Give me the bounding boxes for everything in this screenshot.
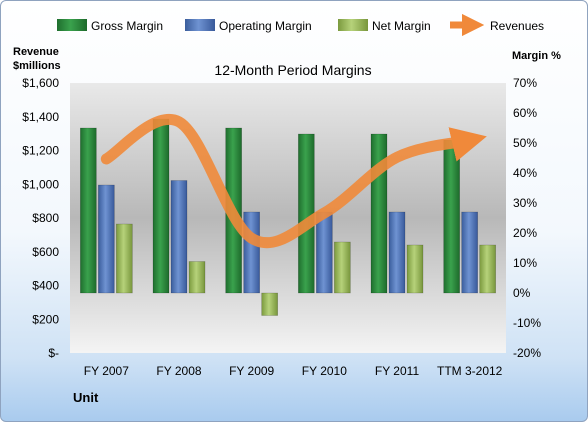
revenue-line-layer bbox=[100, 113, 487, 249]
right-axis-title: Margin % bbox=[512, 50, 561, 62]
left-tick-label-8: $1,600 bbox=[22, 76, 59, 90]
legend-swatch-net bbox=[338, 19, 368, 31]
bar-gross-margin-1 bbox=[152, 118, 170, 294]
category-label-4: FY 2011 bbox=[375, 364, 420, 378]
right-tick-label-5: 30% bbox=[513, 196, 537, 210]
category-label-0: FY 2007 bbox=[84, 364, 129, 378]
legend-item-net: Net Margin bbox=[338, 19, 431, 33]
bar-net-margin-3 bbox=[334, 241, 351, 294]
bar-operating-margin-2 bbox=[243, 211, 260, 294]
left-tick-label-1: $200 bbox=[32, 312, 59, 326]
left-axis-title-line1: Revenue bbox=[13, 46, 59, 58]
category-label-2: FY 2009 bbox=[229, 364, 274, 378]
left-tick-label-7: $1,400 bbox=[22, 110, 59, 124]
right-tick-label-1: -10% bbox=[513, 316, 541, 330]
bar-operating-margin-5 bbox=[461, 211, 478, 294]
bar-net-margin-0 bbox=[116, 223, 133, 294]
bar-operating-margin-3 bbox=[316, 211, 333, 294]
legend-label-operating: Operating Margin bbox=[219, 19, 312, 33]
right-tick-label-0: -20% bbox=[513, 346, 541, 360]
legend-swatch-operating bbox=[185, 19, 215, 31]
right-tick-label-9: 70% bbox=[513, 76, 537, 90]
legend-item-revenues: Revenues bbox=[450, 13, 544, 37]
legend-label-net: Net Margin bbox=[372, 19, 431, 33]
bar-net-margin-4 bbox=[406, 244, 424, 294]
right-tick-label-6: 40% bbox=[513, 166, 537, 180]
legend: Gross Margin Operating Margin Net Margin… bbox=[57, 13, 544, 37]
left-tick-label-6: $1,200 bbox=[22, 144, 59, 158]
bar-operating-margin-4 bbox=[388, 211, 406, 294]
right-tick-label-4: 20% bbox=[513, 226, 537, 240]
bar-net-margin-1 bbox=[188, 261, 206, 294]
bar-net-margin-5 bbox=[479, 244, 496, 294]
chart-title: 12-Month Period Margins bbox=[214, 62, 371, 78]
right-tick-label-2: 0% bbox=[513, 286, 531, 300]
plot-area bbox=[70, 83, 506, 353]
bar-gross-margin-5 bbox=[443, 139, 460, 294]
left-tick-label-4: $800 bbox=[32, 211, 59, 225]
bar-gross-margin-0 bbox=[80, 127, 97, 294]
revenue-line bbox=[100, 113, 487, 249]
legend-label-gross: Gross Margin bbox=[91, 19, 163, 33]
legend-item-operating: Operating Margin bbox=[185, 19, 312, 33]
left-tick-label-3: $600 bbox=[32, 245, 59, 259]
right-tick-label-8: 60% bbox=[513, 106, 537, 120]
left-tick-label-2: $400 bbox=[32, 279, 59, 293]
ticks-layer: $- $200 $400 $600 $800 $1,000 $1,200 $1,400 $1,6… bbox=[22, 76, 541, 378]
legend-item-gross: Gross Margin bbox=[57, 19, 163, 33]
legend-swatch-gross bbox=[57, 19, 87, 31]
right-tick-label-7: 50% bbox=[513, 136, 537, 150]
legend-label-revenues: Revenues bbox=[490, 19, 544, 33]
category-label-5: TTM 3-2012 bbox=[437, 364, 503, 378]
bar-operating-margin-1 bbox=[170, 180, 188, 294]
left-tick-label-5: $1,000 bbox=[22, 177, 59, 191]
bar-gross-margin-4 bbox=[370, 133, 388, 294]
right-tick-label-3: 10% bbox=[513, 256, 537, 270]
left-tick-label-0: $- bbox=[48, 346, 59, 360]
left-axis-title-line2: $millions bbox=[13, 60, 61, 72]
category-label-1: FY 2008 bbox=[156, 364, 201, 378]
bar-operating-margin-0 bbox=[98, 184, 115, 294]
bar-net-margin-2 bbox=[261, 292, 278, 316]
bar-gross-margin-3 bbox=[298, 133, 315, 294]
category-label-3: FY 2010 bbox=[302, 364, 347, 378]
x-axis-title: Unit bbox=[73, 390, 99, 405]
